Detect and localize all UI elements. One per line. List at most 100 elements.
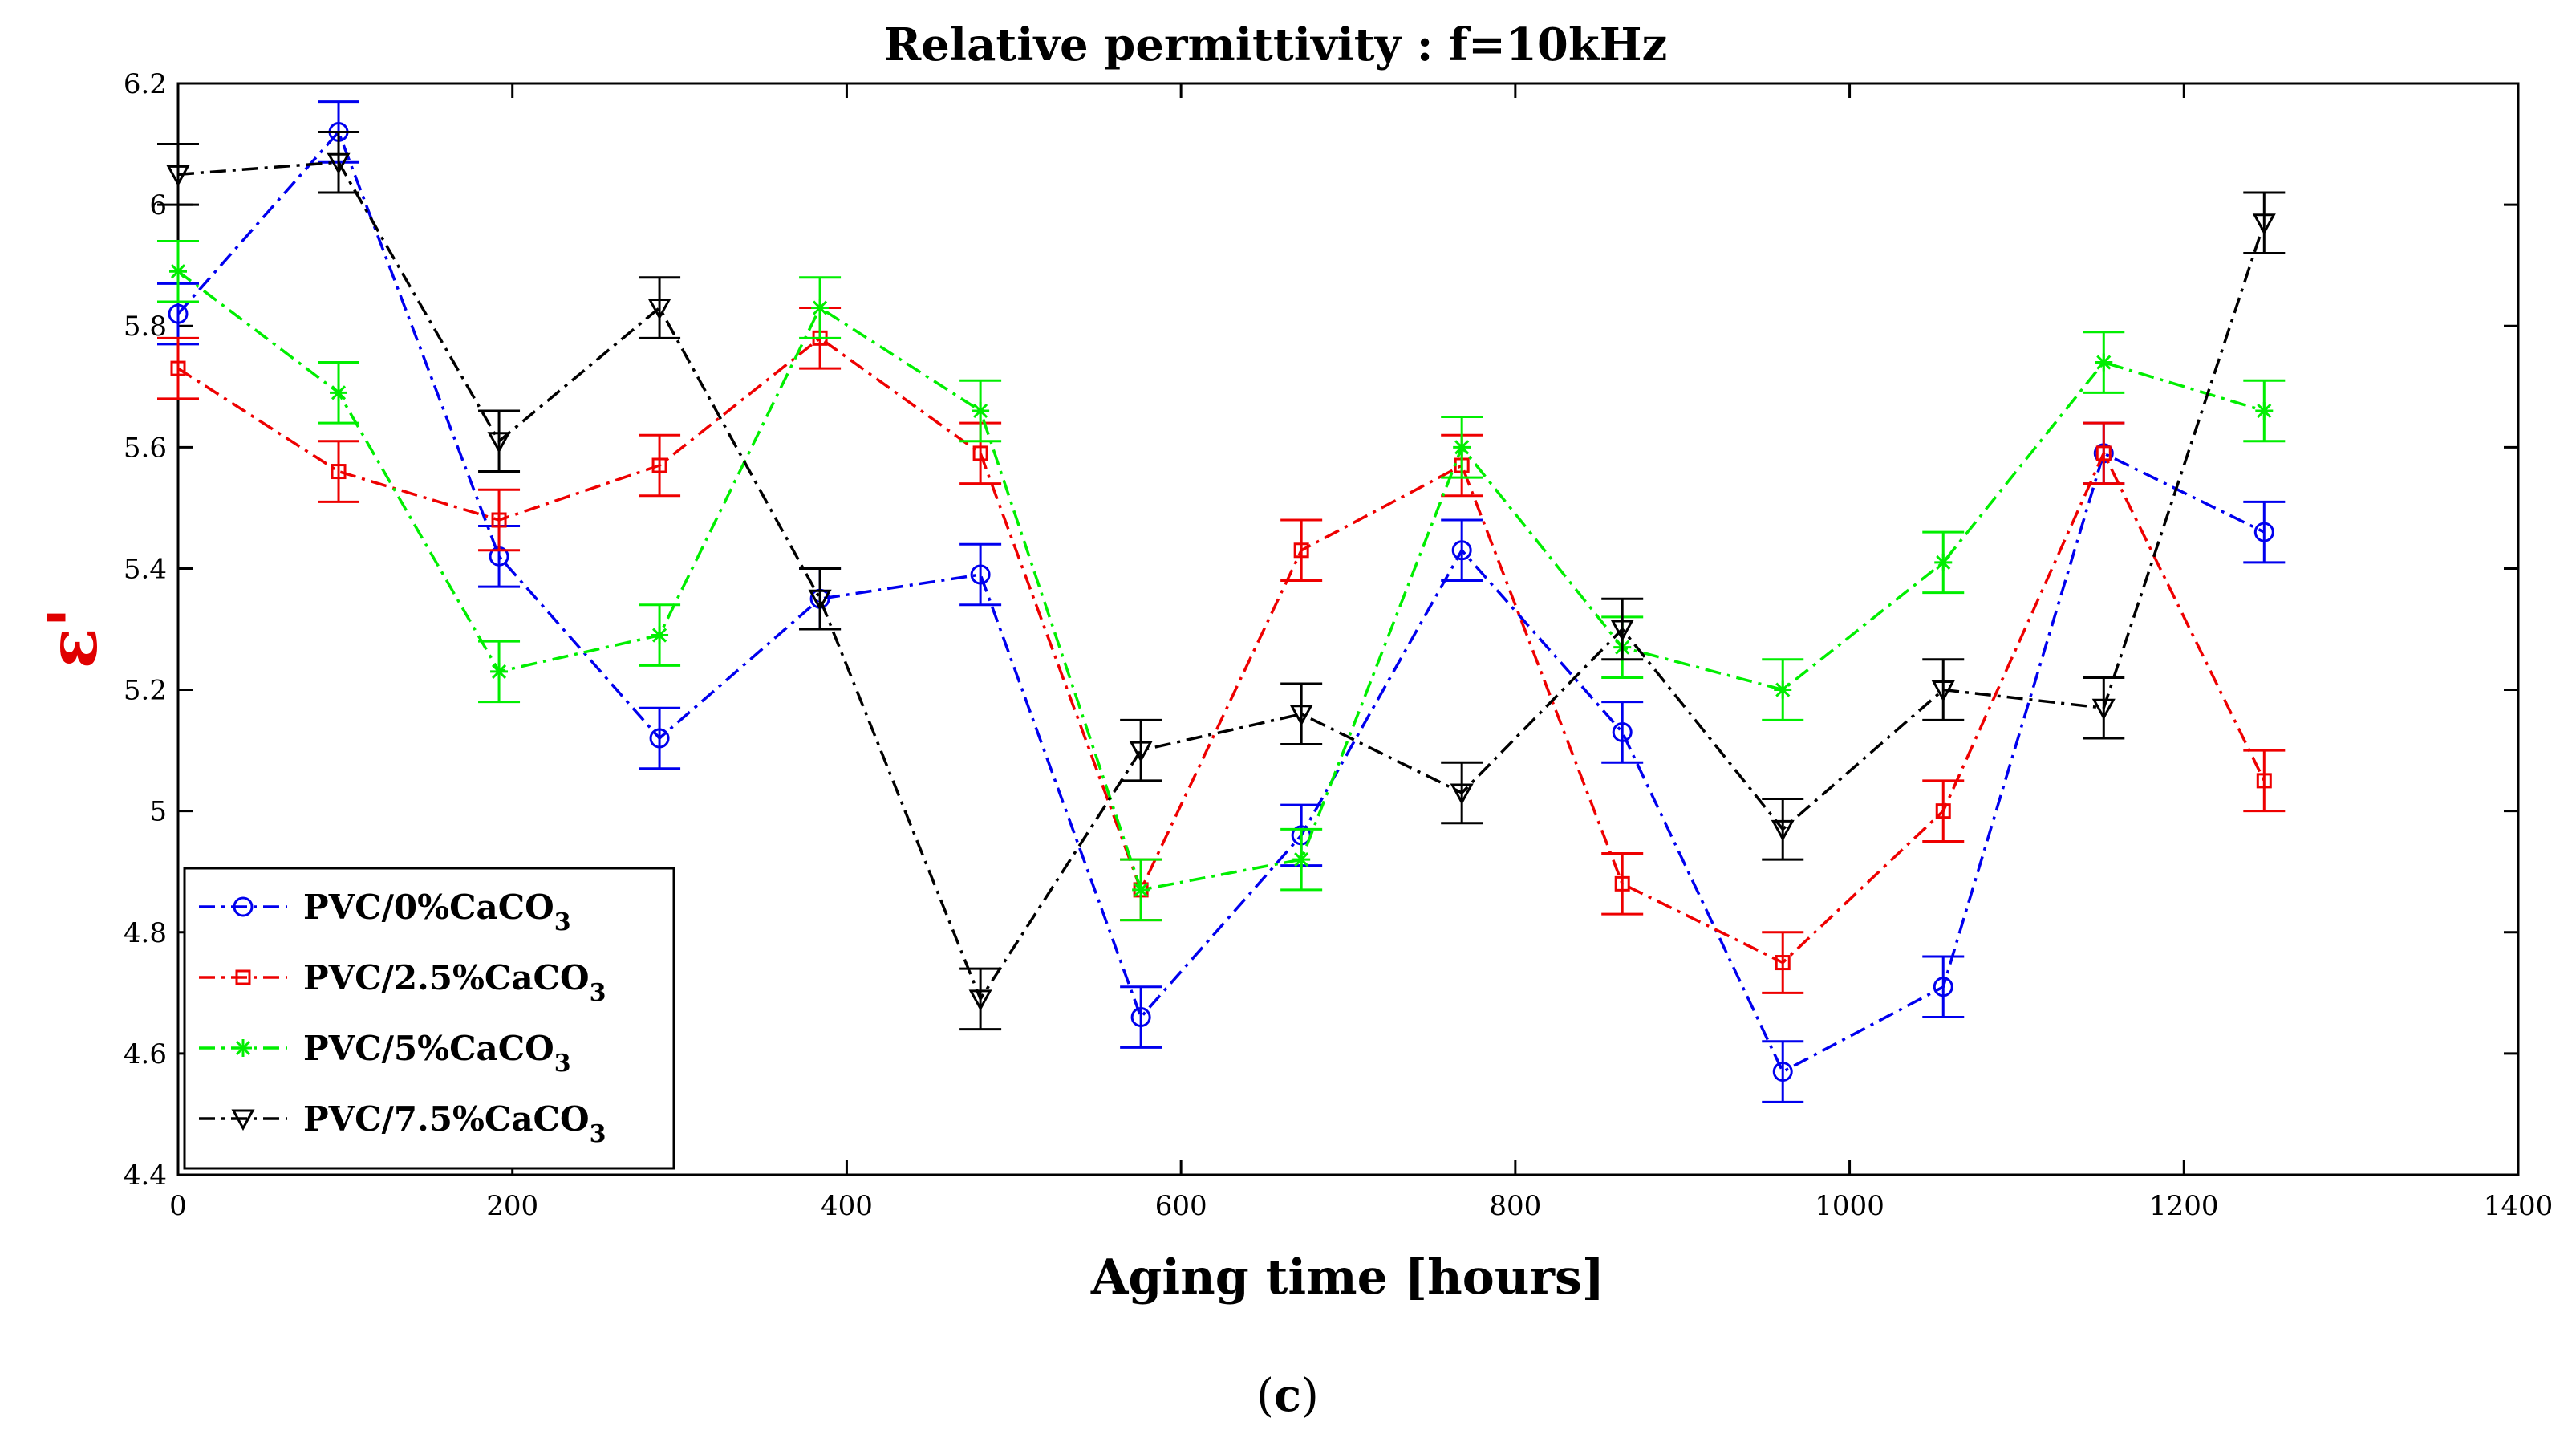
data-point [327,152,351,175]
series-4 [157,130,2286,1031]
axes-box [176,82,2520,1176]
data-point [1933,977,1953,997]
series-line [177,160,2266,1002]
y-tick-label: 4.4 [124,1160,167,1192]
legend-label-main: PVC/7.5%CaCO [303,1099,590,1139]
data-point [1453,438,1471,457]
x-axis: 0 200 400 600 800 1000 1200 1400 [169,83,2553,1222]
data-point [972,402,990,420]
legend-label-main: PVC/2.5%CaCO [303,958,590,997]
data-point [166,165,190,187]
legend-label: PVC/7.5%CaCO3 [303,1099,606,1148]
plot-area [176,82,2520,1176]
series-line [177,336,2266,965]
x-tick-label: 0 [169,1190,187,1222]
data-point [1612,721,1633,742]
data-point [1292,851,1311,869]
data-point [2095,353,2113,372]
legend-label-main: PVC/0%CaCO [303,888,554,927]
data-point [811,299,830,317]
legend-label-subscript: 3 [554,908,571,936]
legend-marker [231,1109,255,1131]
legend-marker [233,896,254,917]
data-point [968,989,992,1012]
data-point [331,464,347,480]
legend-entry: PVC/2.5%CaCO3 [199,958,606,1007]
y-tick-label: 5 [149,796,167,828]
series-3 [157,239,2286,922]
data-point [2095,445,2112,461]
data-point [1289,705,1313,726]
legend: PVC/0%CaCO3PVC/2.5%CaCO3PVC/5%CaCO3PVC/7… [183,867,675,1170]
data-point [2255,402,2274,420]
data-point [1450,783,1474,806]
data-point [647,299,671,320]
data-point [1935,803,1951,819]
data-point [808,589,832,611]
series-line [176,270,2265,892]
y-tick-label: 6.2 [124,68,167,100]
x-axis-label: Aging time [hours] [1090,1249,1604,1306]
y-tick-label: 4.8 [124,917,167,949]
legend-entry: PVC/7.5%CaCO3 [199,1099,606,1148]
data-point [1614,875,1630,892]
y-tick-label: 5.4 [124,553,167,585]
chart-title: Relative permittivity : f=10kHz [884,18,1668,71]
data-point [1934,553,1953,571]
series-layer [157,100,2286,1103]
data-point [330,384,348,402]
data-point [1293,542,1309,559]
data-point [649,728,670,749]
legend-label: PVC/2.5%CaCO3 [303,958,606,1007]
data-point [168,303,189,324]
data-point [1451,540,1472,561]
x-tick-label: 600 [1155,1190,1207,1222]
data-point [1132,880,1150,899]
data-point [651,457,667,473]
data-point [1931,680,1955,702]
legend-label: PVC/5%CaCO3 [303,1029,571,1078]
legend-marker [235,969,251,985]
data-point [487,432,511,453]
data-point [1774,680,1792,699]
legend-label-subscript: 3 [590,979,606,1007]
data-point [2253,522,2274,542]
data-point [1775,955,1791,971]
legend-entry: PVC/5%CaCO3 [199,1029,571,1078]
x-tick-label: 1400 [2484,1190,2554,1222]
x-tick-label: 1200 [2149,1190,2219,1222]
legend-label-subscript: 3 [590,1120,606,1148]
legend-entry: PVC/0%CaCO3 [199,888,571,936]
y-axis-label: ε' [33,607,112,669]
legend-marker [234,1039,252,1057]
x-tick-label: 400 [821,1190,873,1222]
legend-label: PVC/0%CaCO3 [303,888,571,936]
data-point [1771,819,1795,842]
data-point [651,626,669,644]
data-point [170,360,186,376]
data-point [1130,1007,1151,1028]
y-axis: 4.44.64.855.25.45.65.866.2 [124,68,2518,1192]
caption-letter: c [1274,1369,1301,1422]
series-line [176,129,2266,1074]
data-point [2252,213,2276,235]
data-point [972,445,988,461]
data-point [2091,698,2116,721]
x-tick-label: 200 [486,1190,538,1222]
caption-open: ( [1256,1370,1274,1422]
legend-label-subscript: 3 [554,1050,571,1078]
legend-label-main: PVC/5%CaCO [303,1029,554,1068]
data-point [970,564,991,585]
data-point [2256,773,2272,789]
y-tick-label: 4.6 [124,1038,167,1070]
data-point [169,262,187,281]
data-point [1772,1062,1793,1083]
y-tick-label: 5.6 [124,432,167,464]
caption-close: ) [1301,1370,1319,1422]
figure-caption: (c) [1256,1369,1319,1422]
data-point [1610,620,1634,642]
data-point [490,662,509,680]
data-point [491,512,507,528]
x-tick-label: 1000 [1815,1190,1884,1222]
